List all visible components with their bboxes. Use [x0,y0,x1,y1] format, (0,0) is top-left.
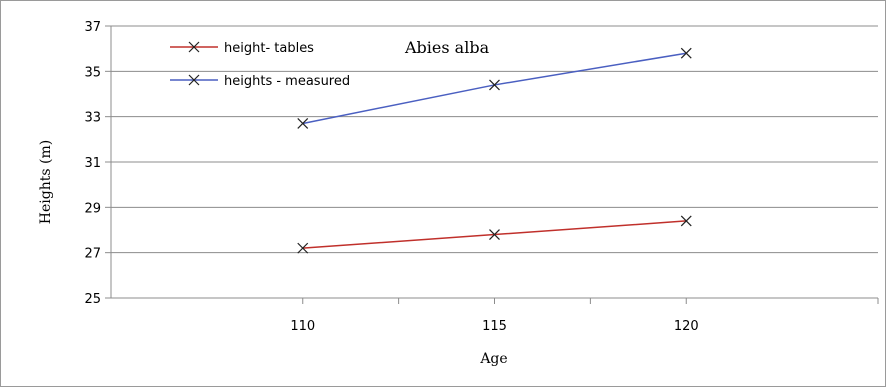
y-tick-label: 29 [84,201,101,216]
x-tick-label: 110 [290,319,315,334]
x-tick-label: 115 [482,319,507,334]
series-layer [297,47,692,254]
data-point [680,47,692,59]
series-line [302,52,687,125]
data-point [297,242,309,254]
y-tick-label: 37 [84,20,101,35]
y-axis-title: Heights (m) [38,140,54,224]
data-point [680,215,692,227]
legend-marker [188,41,200,53]
series-1 [297,47,692,129]
y-tick-label: 35 [84,65,101,80]
legend-item-1: heights - measured [170,74,350,89]
axes [105,25,879,304]
legend-label: height- tables [224,41,314,56]
x-tick-label: 120 [674,319,699,334]
y-tick-label: 25 [84,292,101,307]
x-axis-title: Age [479,351,507,367]
legend: height- tables heights - measured [170,41,350,89]
y-tick-label: 31 [84,156,101,171]
series-0 [297,215,692,254]
legend-marker [188,74,200,86]
data-point [297,118,309,129]
data-point [489,229,500,240]
y-tick-label: 33 [84,111,101,126]
tick-labels: 25 27 29 31 33 35 37 110 115 120 [84,20,698,334]
legend-label: heights - measured [224,74,350,89]
y-tick-label: 27 [84,247,101,262]
chart-title: Abies alba [404,38,490,57]
legend-item-0: height- tables [170,41,314,56]
data-point [489,79,500,91]
gridlines [111,25,878,254]
